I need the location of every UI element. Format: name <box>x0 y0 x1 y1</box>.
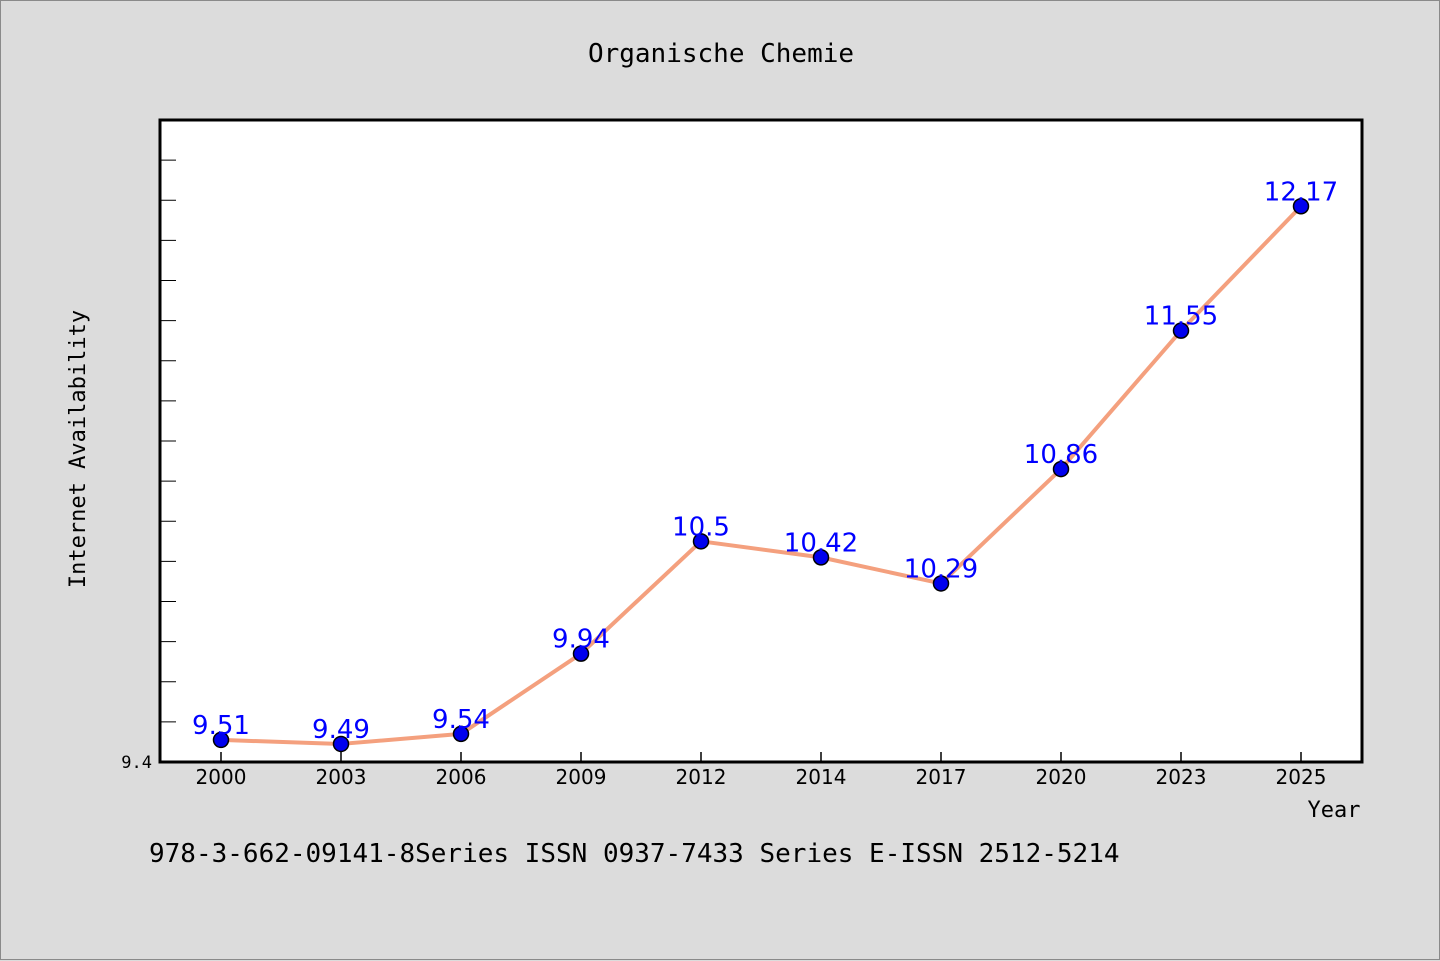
plot-area <box>158 118 1364 764</box>
data-point <box>812 549 830 566</box>
x-tick-label: 2025 <box>1276 765 1327 789</box>
data-point <box>212 731 230 749</box>
series-layer: 9.51 9.49 9.54 9.94 10.5 10.42 10.29 10.86 11.55… <box>192 177 1338 753</box>
data-label: 9.54 <box>432 705 490 735</box>
data-label: 9.49 <box>312 715 370 745</box>
data-point <box>332 735 350 753</box>
x-tick-label: 2012 <box>676 765 727 789</box>
data-label: 10.86 <box>1024 440 1098 470</box>
x-tick-label: 2006 <box>436 765 487 789</box>
x-tick-label: 2023 <box>1156 765 1207 789</box>
data-label: 10.29 <box>904 554 978 584</box>
data-point <box>452 725 470 743</box>
data-point <box>1052 460 1070 478</box>
x-axis-label: Year <box>1308 798 1361 823</box>
data-label: 9.51 <box>192 711 250 741</box>
data-point <box>572 645 590 662</box>
data-point <box>1292 198 1310 215</box>
x-axis-ticks: 2000 2003 2006 2009 2012 2014 2017 2020 2023 2025 <box>196 752 1327 789</box>
x-tick-label: 2000 <box>196 765 247 789</box>
chart-title: Organische Chemie <box>588 39 854 69</box>
data-label: 10.42 <box>784 528 858 558</box>
data-point <box>932 575 950 592</box>
y-axis-label: Internet Availability <box>66 310 91 588</box>
data-label: 11.55 <box>1144 302 1218 332</box>
x-tick-label: 2017 <box>916 765 967 789</box>
series-line <box>220 204 1303 746</box>
x-tick-label: 2014 <box>796 765 847 789</box>
data-point <box>1172 322 1190 339</box>
data-label: 10.5 <box>672 512 730 542</box>
y-tick-label: 9.4 <box>121 753 152 773</box>
footer-text: 978-3-662-09141-8Series ISSN 0937-7433 S… <box>149 839 1120 869</box>
y-axis-ticks: 9.4 <box>121 159 176 773</box>
data-label: 9.94 <box>552 625 610 655</box>
x-tick-label: 2020 <box>1036 765 1087 789</box>
x-tick-label: 2003 <box>316 765 367 789</box>
data-label: 12.17 <box>1264 177 1338 207</box>
data-point <box>692 533 710 550</box>
x-tick-label: 2009 <box>556 765 607 789</box>
